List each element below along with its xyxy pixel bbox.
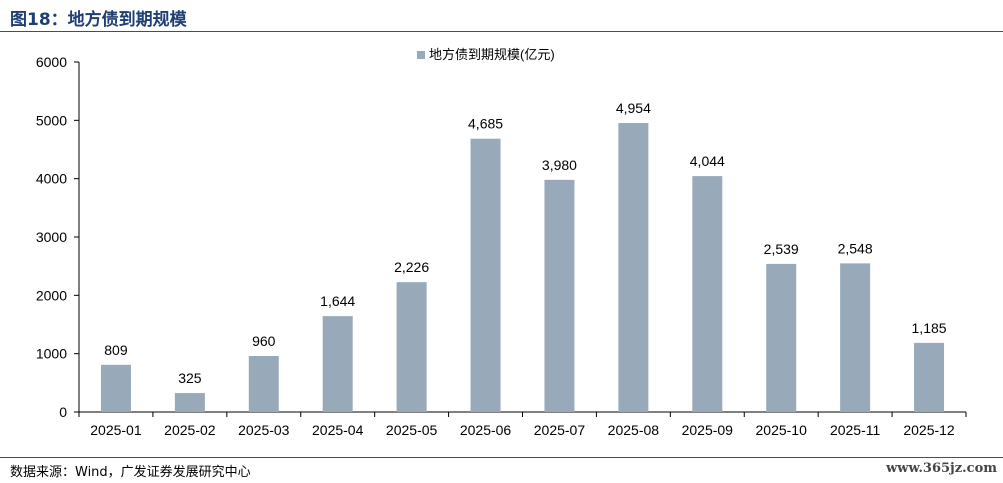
y-axis: 0 1000 2000 3000 4000 5000 6000 — [36, 54, 80, 420]
bar — [248, 356, 279, 412]
x-tick-label: 2025-05 — [386, 422, 438, 438]
bar — [618, 123, 649, 413]
y-tick-label: 6000 — [36, 54, 67, 70]
legend-label: 地方债到期规模(亿元) — [429, 47, 555, 62]
bar — [396, 282, 427, 412]
bar — [544, 179, 575, 412]
legend-swatch — [417, 51, 425, 59]
x-tick-label: 2025-03 — [238, 422, 290, 438]
data-label: 4,044 — [690, 153, 725, 169]
data-label: 2,226 — [394, 259, 429, 275]
x-tick-label: 2025-01 — [90, 422, 142, 438]
data-label: 4,685 — [468, 116, 503, 132]
x-tick-label: 2025-09 — [682, 422, 734, 438]
y-tick-label: 4000 — [36, 171, 67, 187]
top-rule — [0, 31, 1003, 32]
watermark: www.365jz.com — [886, 461, 997, 476]
bar — [766, 263, 797, 412]
x-axis: 2025-01 2025-02 2025-03 2025-04 2025-05 2025-… — [78, 411, 967, 438]
y-tick-label: 2000 — [36, 287, 67, 303]
x-tick-label: 2025-11 — [830, 422, 881, 438]
source-note: 数据来源：Wind，广发证券发展研究中心 — [10, 465, 251, 480]
data-label: 1,644 — [320, 293, 355, 309]
figure-title: 图18：地方债到期规模 — [10, 10, 187, 30]
bar — [100, 364, 131, 412]
data-label: 4,954 — [616, 100, 651, 116]
bar-chart: 地方债到期规模(亿元) 0 1000 2000 3000 4000 5000 6000 20… — [36, 47, 967, 438]
data-label: 960 — [252, 333, 276, 349]
data-label: 325 — [178, 370, 202, 386]
x-tick-label: 2025-02 — [164, 422, 216, 438]
bar — [470, 138, 501, 412]
y-tick-label: 3000 — [36, 229, 67, 245]
bar — [692, 176, 723, 412]
data-label: 2,539 — [764, 241, 799, 257]
bar — [914, 342, 945, 412]
x-tick-label: 2025-06 — [460, 422, 512, 438]
data-label: 3,980 — [542, 157, 577, 173]
x-tick-label: 2025-08 — [608, 422, 660, 438]
bar — [322, 316, 353, 412]
data-label: 2,548 — [838, 240, 873, 256]
legend: 地方债到期规模(亿元) — [417, 47, 555, 62]
y-tick-label: 5000 — [36, 112, 67, 128]
y-tick-label: 1000 — [36, 346, 67, 362]
bar — [174, 393, 205, 412]
x-tick-label: 2025-07 — [534, 422, 586, 438]
y-tick-label: 0 — [59, 404, 67, 420]
x-tick-label: 2025-10 — [756, 422, 808, 438]
data-label: 809 — [104, 342, 128, 358]
data-label: 1,185 — [912, 320, 947, 336]
x-tick-label: 2025-04 — [312, 422, 364, 438]
bottom-rule — [0, 457, 1003, 458]
bars — [100, 123, 945, 413]
x-tick-label: 2025-12 — [903, 422, 955, 438]
bar — [840, 263, 871, 412]
data-labels: 809 325 960 1,644 2,226 4,685 3,980 4,954 4,044 2… — [104, 100, 946, 386]
